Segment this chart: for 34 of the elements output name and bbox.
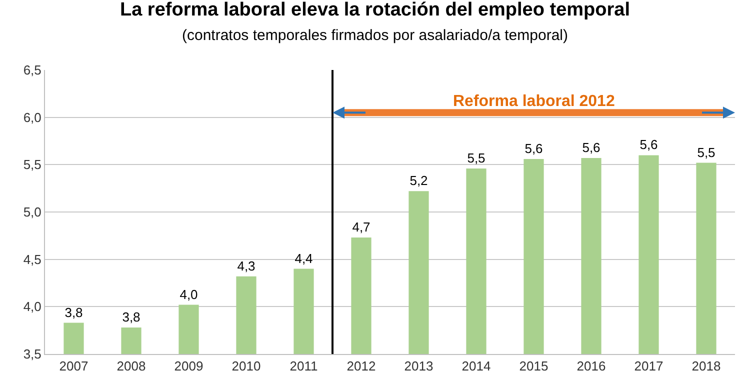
chart-title: La reforma laboral eleva la rotación del empleo temporal bbox=[120, 0, 630, 20]
y-tick-label: 5,0 bbox=[23, 204, 42, 220]
data-label: 4,0 bbox=[180, 286, 198, 302]
x-tick-label: 2014 bbox=[462, 358, 491, 374]
data-label: 4,7 bbox=[352, 220, 370, 235]
x-tick-label: 2011 bbox=[290, 358, 318, 374]
data-label: 3,8 bbox=[64, 304, 83, 320]
x-tick-label: 2007 bbox=[59, 358, 88, 374]
x-tick-label: 2015 bbox=[519, 358, 548, 374]
x-tick-label: 2013 bbox=[404, 358, 434, 374]
data-label: 4,3 bbox=[237, 258, 256, 274]
x-tick-label: 2017 bbox=[634, 358, 664, 374]
data-label: 5,2 bbox=[410, 173, 428, 188]
data-label: 5,5 bbox=[697, 144, 716, 160]
data-label: 5,6 bbox=[582, 140, 600, 156]
x-tick-label: 2008 bbox=[116, 358, 146, 374]
data-label: 3,8 bbox=[122, 309, 140, 324]
x-tick-label: 2010 bbox=[232, 358, 261, 374]
y-tick-label: 4,5 bbox=[23, 252, 42, 267]
x-tick-label: 2009 bbox=[174, 358, 204, 374]
data-label: 5,6 bbox=[640, 137, 658, 152]
y-tick-label: 6,0 bbox=[23, 110, 42, 125]
y-tick-label: 6,5 bbox=[23, 62, 42, 78]
x-tick-label: 2012 bbox=[346, 358, 376, 374]
data-label: 5,5 bbox=[467, 150, 486, 166]
x-tick-label: 2016 bbox=[576, 358, 606, 374]
data-label: 5,6 bbox=[524, 140, 543, 156]
y-tick-label: 5,5 bbox=[23, 157, 42, 172]
chart-subtitle: (contratos temporales firmados por asalariado/a temporal) bbox=[182, 27, 568, 44]
x-tick-label: 2018 bbox=[692, 358, 721, 374]
data-label: 4,4 bbox=[294, 250, 313, 266]
annotation: Reforma laboral 2012 bbox=[453, 93, 615, 110]
y-tick-label: 3,5 bbox=[23, 346, 42, 362]
y-tick-label: 4,0 bbox=[23, 299, 42, 314]
